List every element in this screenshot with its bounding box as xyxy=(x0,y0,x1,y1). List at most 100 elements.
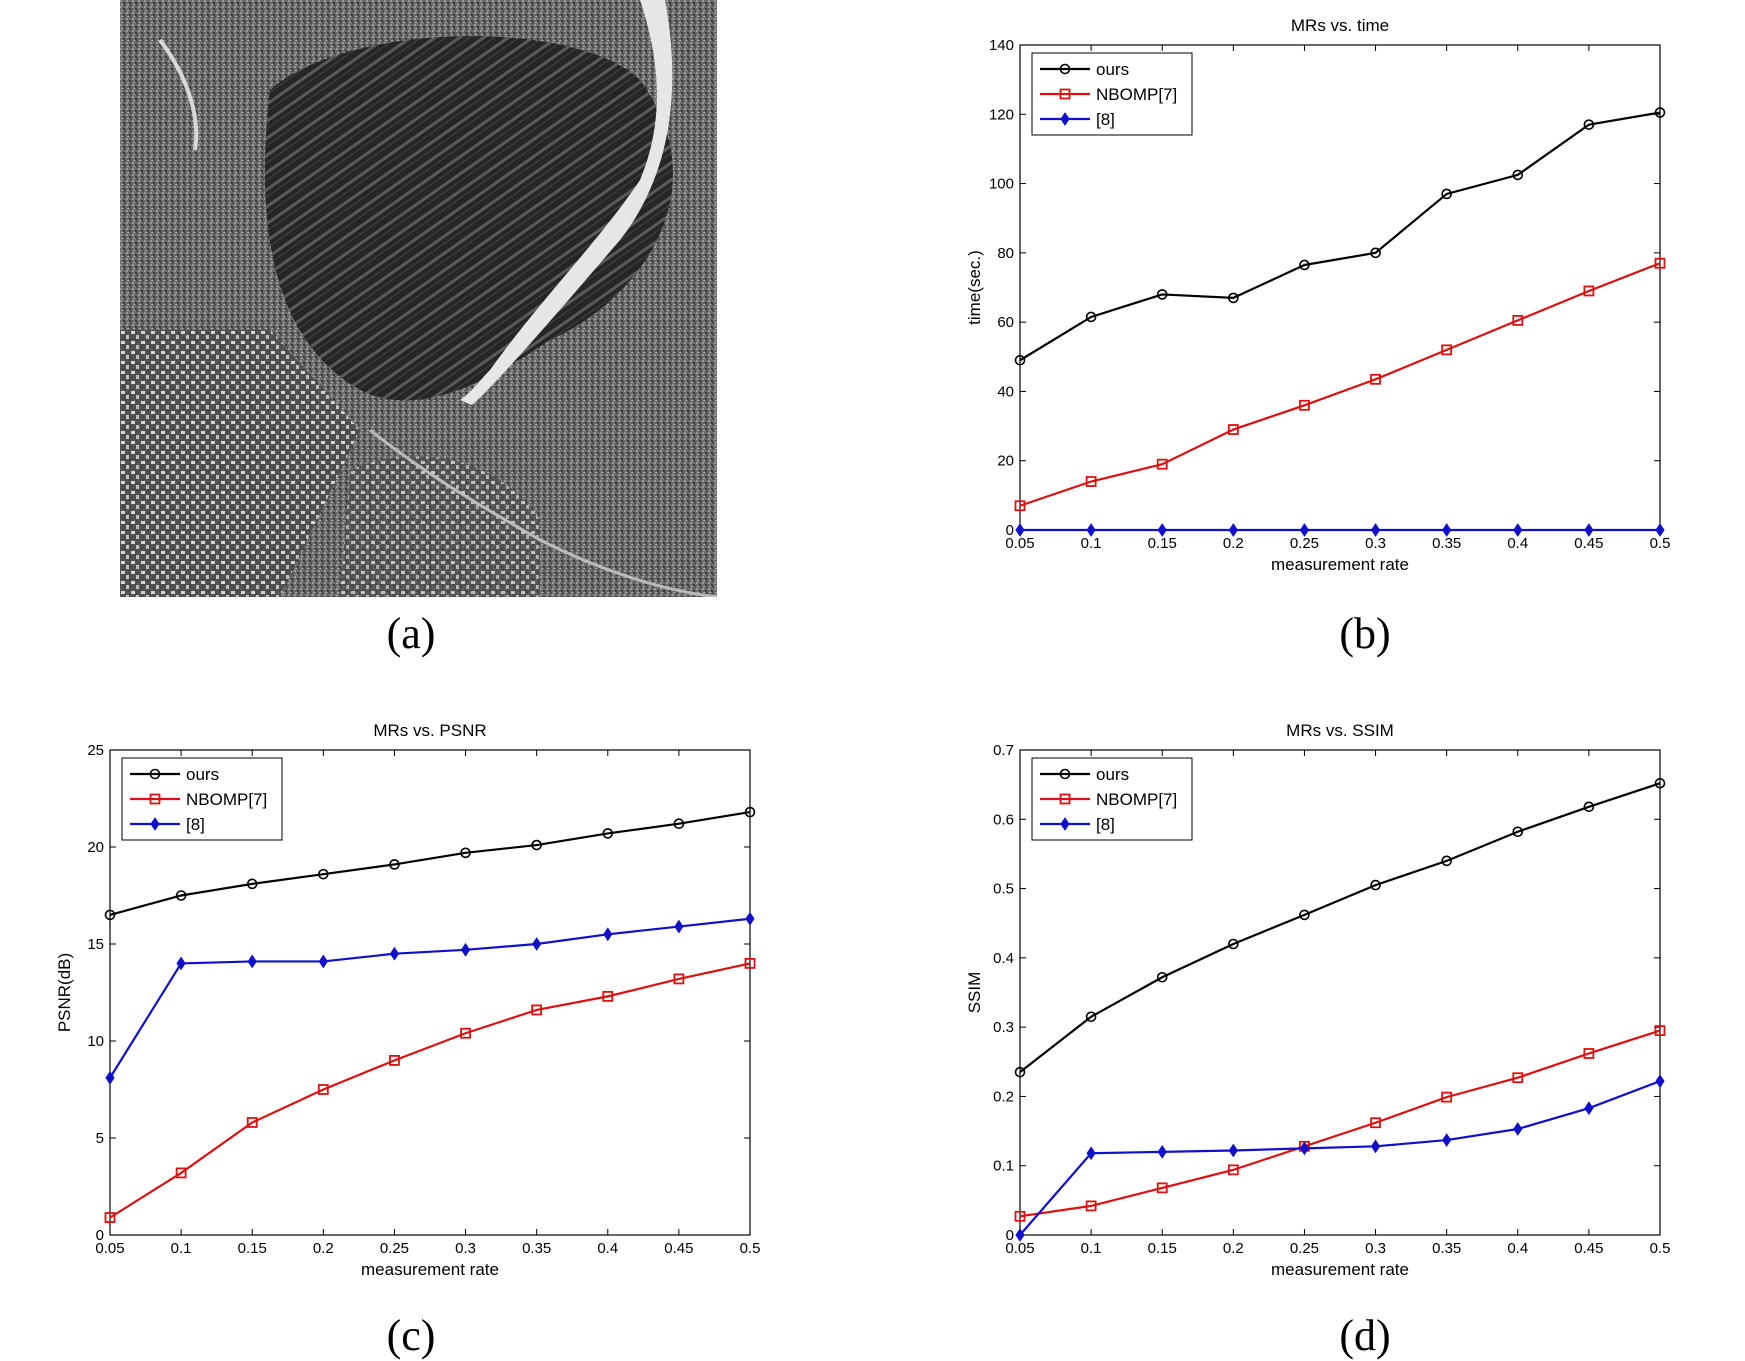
data-point-nbomp7 xyxy=(1085,1200,1097,1212)
legend-marker-ref8 xyxy=(1060,817,1070,831)
data-point-ours xyxy=(1370,247,1381,259)
data-point-nbomp7 xyxy=(246,1117,258,1128)
legend-marker-ref8 xyxy=(1060,112,1070,126)
x-tick-label: 0.05 xyxy=(1005,1240,1034,1257)
data-point-ref8 xyxy=(389,946,400,961)
data-point-ours xyxy=(531,839,542,851)
y-axis-label: time(sec.) xyxy=(965,250,984,325)
legend-marker-ours xyxy=(1059,768,1071,780)
data-point-ours xyxy=(1299,909,1310,921)
series-line-nbomp7 xyxy=(1019,262,1661,507)
data-point-ours xyxy=(1441,855,1452,867)
x-tick-label: 0.25 xyxy=(380,1240,409,1257)
x-tick-label: 0.25 xyxy=(1290,535,1319,552)
data-point-ours xyxy=(460,847,471,859)
legend-marker-nbomp7 xyxy=(149,793,161,805)
data-point-nbomp7 xyxy=(460,1027,471,1039)
data-point-ours xyxy=(1654,107,1666,118)
data-point-ours xyxy=(1370,879,1381,891)
data-point-ref8 xyxy=(105,1070,115,1085)
y-tick-label: 40 xyxy=(997,383,1014,400)
series-line-ours xyxy=(109,810,751,916)
data-point-ref8 xyxy=(1157,1144,1167,1159)
data-point-ref8 xyxy=(1228,523,1238,537)
legend-label-ref8: [8] xyxy=(1096,110,1115,129)
data-point-ref8 xyxy=(176,956,186,971)
data-point-nbomp7 xyxy=(673,973,685,985)
data-point-ref8 xyxy=(1370,523,1381,537)
series-ref8 xyxy=(1015,523,1665,537)
data-point-ours xyxy=(1014,1066,1026,1078)
x-tick-label: 0.5 xyxy=(740,1240,761,1257)
legend-label-ref8: [8] xyxy=(1096,815,1115,834)
legend-label-ours: ours xyxy=(1096,60,1129,79)
chart-title: MRs vs. time xyxy=(1291,16,1389,35)
y-tick-label: 80 xyxy=(997,245,1014,262)
x-tick-label: 0.3 xyxy=(1365,1240,1386,1257)
data-point-nbomp7 xyxy=(1370,373,1381,385)
legend-label-ours: ours xyxy=(186,765,219,784)
x-axis-label: measurement rate xyxy=(1271,555,1409,574)
data-point-ours xyxy=(175,890,187,901)
data-point-ours xyxy=(104,909,116,921)
data-point-ours xyxy=(1085,311,1097,323)
data-point-ref8 xyxy=(1513,523,1523,537)
data-point-ref8 xyxy=(1442,1133,1452,1147)
data-point-nbomp7 xyxy=(1227,424,1239,435)
data-point-ours xyxy=(318,868,329,880)
chart-time: MRs vs. time 0.05 0.1 0.15 0.2 0.25 0.3 0.35 0.4… xyxy=(965,16,1670,574)
data-point-ours xyxy=(1512,826,1524,838)
panel-label-c: (c) xyxy=(386,1311,436,1360)
data-point-ref8 xyxy=(674,919,684,934)
data-point-ref8 xyxy=(318,954,328,969)
legend: ours NBOMP[7] [8] xyxy=(1031,757,1193,841)
data-point-nbomp7 xyxy=(1512,315,1524,326)
chart-title: MRs vs. SSIM xyxy=(1286,721,1394,740)
data-point-ref8 xyxy=(1584,523,1594,537)
data-point-ours xyxy=(1299,259,1310,271)
data-point-nbomp7 xyxy=(1370,1117,1381,1129)
series-line-ref8 xyxy=(109,917,751,1079)
panel-label-b: (b) xyxy=(1339,609,1391,658)
x-tick-label: 0.1 xyxy=(1081,1240,1102,1257)
y-tick-label: 0 xyxy=(1006,522,1014,539)
x-tick-label: 0.1 xyxy=(1081,535,1102,552)
series-nbomp7 xyxy=(1014,257,1666,512)
y-tick-label: 15 xyxy=(87,936,104,953)
x-tick-label: 0.3 xyxy=(1365,535,1386,552)
data-point-ref8 xyxy=(1086,523,1096,537)
data-point-ours xyxy=(1156,289,1168,300)
legend: ours NBOMP[7] [8] xyxy=(121,757,283,841)
data-point-nbomp7 xyxy=(531,1004,543,1016)
data-point-ours xyxy=(1014,354,1026,366)
x-tick-label: 0.4 xyxy=(597,1240,618,1257)
data-point-nbomp7 xyxy=(1654,1025,1666,1037)
data-point-ours xyxy=(1085,1011,1097,1023)
chart-title: MRs vs. PSNR xyxy=(373,721,486,740)
data-point-nbomp7 xyxy=(104,1212,116,1223)
series-ours xyxy=(104,806,756,921)
legend-label-ref8: [8] xyxy=(186,815,205,834)
y-axis-label: SSIM xyxy=(965,972,984,1014)
legend-marker-ours xyxy=(149,768,161,780)
series-line-ours xyxy=(1019,111,1661,362)
data-point-nbomp7 xyxy=(1583,285,1595,297)
data-point-ref8 xyxy=(460,942,471,957)
data-point-nbomp7 xyxy=(1654,257,1666,269)
x-tick-label: 0.45 xyxy=(664,1240,693,1257)
data-point-nbomp7 xyxy=(389,1054,400,1066)
y-tick-label: 0.1 xyxy=(993,1158,1014,1175)
x-axis-label: measurement rate xyxy=(1271,1260,1409,1279)
data-point-nbomp7 xyxy=(1227,1164,1239,1176)
data-point-ref8 xyxy=(603,927,613,942)
y-tick-label: 100 xyxy=(989,176,1014,193)
y-tick-label: 0 xyxy=(96,1227,104,1244)
data-point-nbomp7 xyxy=(1156,458,1168,470)
legend-marker-nbomp7 xyxy=(1059,793,1071,805)
x-axis-label: measurement rate xyxy=(361,1260,499,1279)
y-tick-label: 20 xyxy=(87,839,104,856)
data-point-ref8 xyxy=(1299,1141,1310,1156)
data-point-nbomp7 xyxy=(1441,1091,1453,1103)
y-tick-label: 140 xyxy=(989,37,1014,54)
data-point-ours xyxy=(246,878,258,890)
